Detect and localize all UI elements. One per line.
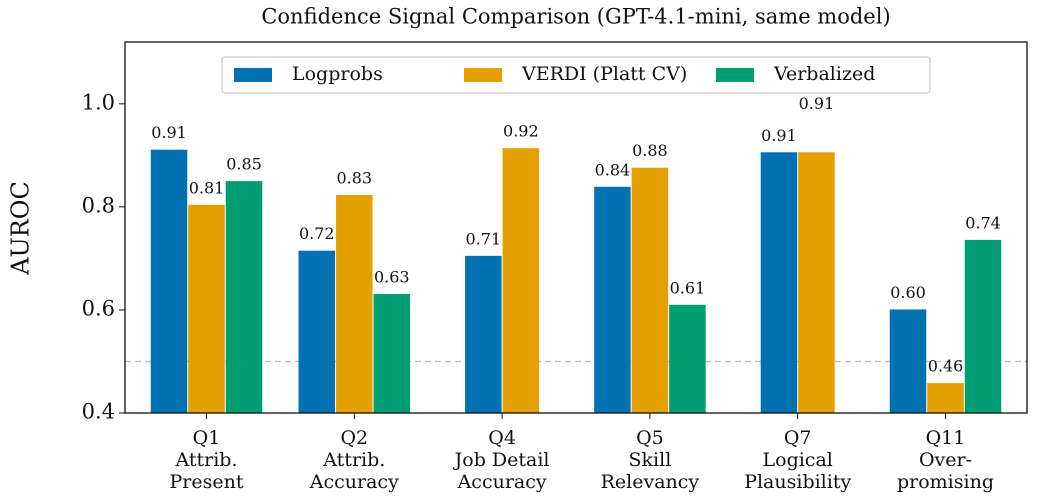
bar <box>336 195 373 413</box>
x-tick-label: Q7 <box>784 427 812 449</box>
value-label: 0.63 <box>374 267 410 286</box>
value-label: 0.60 <box>890 283 926 302</box>
y-tick-label: 1.0 <box>82 90 115 114</box>
x-tick-label: Relevancy <box>601 471 700 493</box>
bar <box>669 304 706 413</box>
bar <box>594 186 631 413</box>
bar <box>188 204 225 413</box>
x-tick-label: Q1 <box>193 427 221 449</box>
x-tick-label: Job Detail <box>453 449 550 471</box>
chart-title: Confidence Signal Comparison (GPT-4.1-mi… <box>261 5 890 29</box>
x-tick-label: Accuracy <box>309 471 399 493</box>
plot-frame <box>124 41 1028 414</box>
bar <box>927 383 964 413</box>
legend: Logprobs VERDI (Platt CV) Verbalized <box>221 56 931 94</box>
bar <box>225 181 263 413</box>
x-tick-label: Q2 <box>340 427 368 449</box>
x-tick-label: promising <box>897 471 994 493</box>
value-label: 0.85 <box>226 155 262 174</box>
bar <box>502 148 540 413</box>
y-tick-label: 0.4 <box>82 400 115 424</box>
x-tick-label: Logical <box>763 449 833 471</box>
value-label: 0.91 <box>151 123 187 142</box>
value-label: 0.61 <box>670 278 706 297</box>
x-tick-label: Present <box>170 471 244 493</box>
bar <box>964 239 1002 413</box>
bar <box>889 309 927 413</box>
value-label: 0.46 <box>928 357 964 376</box>
x-tick-label: Over- <box>919 449 972 471</box>
x-tick-label: Accuracy <box>457 471 547 493</box>
bar <box>798 152 835 413</box>
legend-swatch <box>464 68 502 82</box>
value-label: 0.74 <box>965 213 1001 232</box>
legend-label: Verbalized <box>773 63 875 85</box>
legend-swatch <box>716 68 754 82</box>
x-tick-label: Q4 <box>488 427 516 449</box>
x-tick-label: Q5 <box>636 427 664 449</box>
legend-swatch <box>234 68 272 82</box>
bar <box>465 255 502 413</box>
y-tick-label: 0.8 <box>82 193 115 217</box>
bar <box>150 149 188 413</box>
x-tick-label: Attrib. <box>174 449 237 471</box>
value-label: 0.81 <box>189 178 225 197</box>
x-tick-label: Skill <box>629 449 672 471</box>
x-tick-label: Attrib. <box>322 449 385 471</box>
value-label: 0.71 <box>466 229 502 248</box>
value-label: 0.88 <box>632 141 668 160</box>
y-tick-label: 0.6 <box>82 296 115 320</box>
legend-frame <box>221 56 931 94</box>
bar <box>298 250 336 413</box>
legend-label: VERDI (Platt CV) <box>521 63 687 85</box>
value-label: 0.92 <box>503 122 539 141</box>
bar <box>631 167 669 413</box>
value-label: 0.91 <box>761 126 797 145</box>
y-axis-label: AUROC <box>7 181 35 276</box>
value-label: 0.84 <box>595 160 631 179</box>
bar <box>373 293 411 413</box>
x-tick-label: Plausibility <box>744 471 851 493</box>
value-label: 0.72 <box>299 224 335 243</box>
value-label: 0.83 <box>336 169 372 188</box>
bar <box>760 152 798 413</box>
value-label: 0.91 <box>799 94 835 113</box>
x-tick-label: Q11 <box>926 427 966 449</box>
legend-label: Logprobs <box>292 63 383 85</box>
